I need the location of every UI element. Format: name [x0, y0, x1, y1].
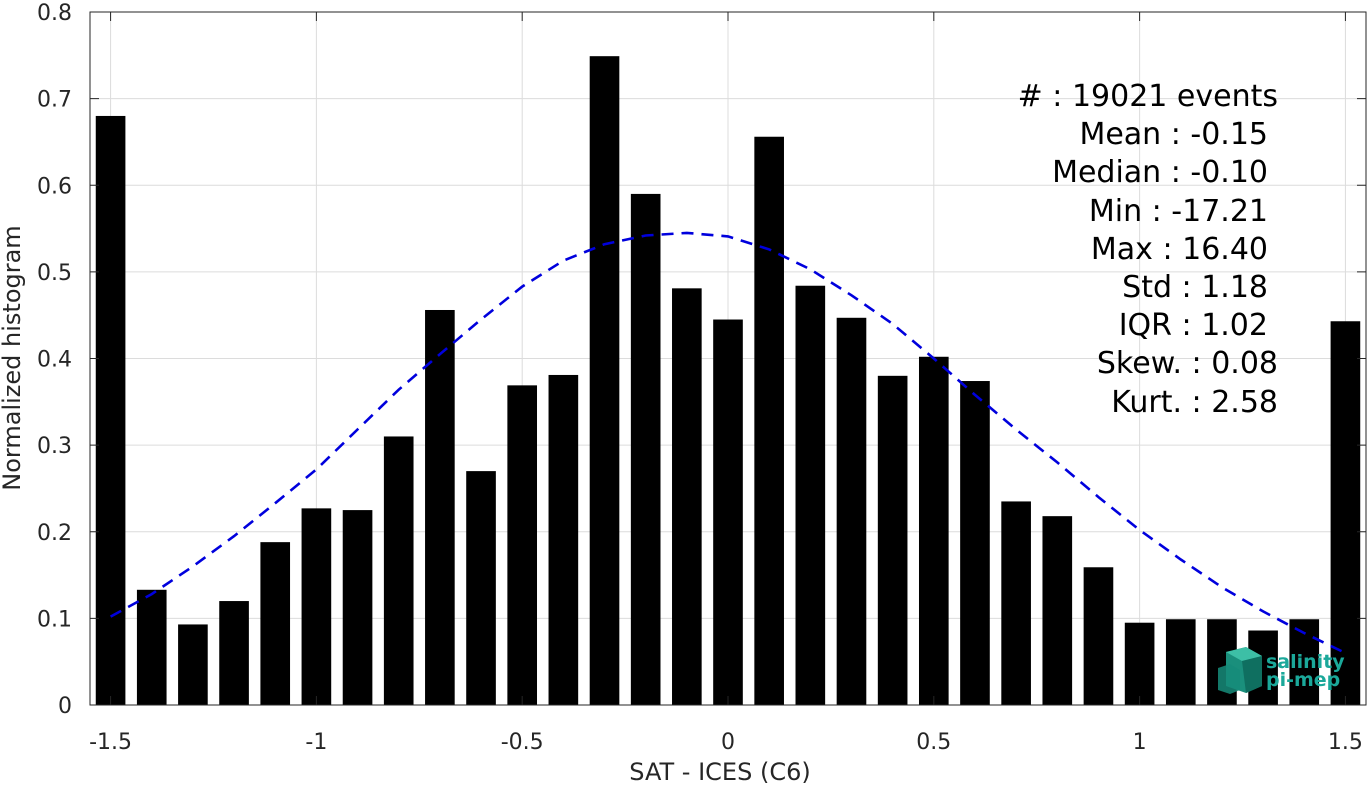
histogram-bar: [136, 589, 167, 705]
histogram-bar: [425, 309, 455, 705]
stat-std: Std : 1.18: [1122, 270, 1268, 305]
histogram-bar: [1330, 321, 1361, 705]
x-tick-label: 0: [721, 730, 735, 755]
x-tick-label: -1.5: [89, 730, 132, 755]
histogram-bar: [260, 542, 291, 705]
stat-iqr: IQR : 1.02: [1119, 308, 1268, 343]
x-tick-label: -0.5: [501, 730, 544, 755]
gaussian-fit-curve: [109, 231, 1346, 655]
x-tick-label: 1: [1133, 730, 1147, 755]
x-axis-title: SAT - ICES (C6): [629, 758, 810, 785]
y-tick-label: 0.5: [37, 261, 72, 286]
stat-min: Min : -17.21: [1089, 194, 1268, 229]
y-tick-label: 0: [58, 694, 72, 719]
x-tick-label: 1.5: [1328, 730, 1363, 755]
histogram-bar: [1165, 619, 1196, 705]
y-tick-label: 0.4: [37, 348, 72, 373]
salinity-pimep-logo: salinity pi-mep: [1218, 647, 1345, 694]
histogram-bar: [219, 601, 249, 705]
histogram-bar: [95, 115, 126, 705]
x-tick-labels: -1.5 -1 -0.5 0 0.5 1 1.5: [89, 730, 1363, 755]
x-tick-label: 0.5: [916, 730, 951, 755]
histogram-bar: [960, 381, 990, 705]
logo-text-pimep: pi-mep: [1266, 669, 1340, 691]
histogram-bar: [548, 374, 579, 705]
histogram-bar: [466, 471, 496, 705]
histogram-bars: [95, 56, 1361, 706]
y-tick-label: 0.2: [37, 521, 72, 546]
histogram-bar: [877, 375, 908, 705]
stat-median: Median : -0.10: [1052, 155, 1268, 190]
histogram-bar: [383, 436, 414, 705]
histogram-bar: [342, 510, 373, 705]
histogram-bar: [795, 285, 826, 705]
y-tick-label: 0.1: [37, 607, 72, 632]
histogram-bar: [507, 385, 538, 705]
histogram-bar: [1001, 501, 1031, 705]
histogram-bar: [754, 136, 784, 706]
y-axis-title: Normalized histogram: [0, 225, 26, 490]
histogram-bar: [301, 508, 332, 705]
stat-count: # : 19021 events: [1018, 79, 1278, 114]
histogram-bar: [713, 319, 743, 705]
y-tick-label: 0.7: [37, 88, 72, 113]
logo-cube-icon: [1218, 647, 1262, 694]
logo-text-salinity: salinity: [1266, 651, 1345, 673]
tick-marks: [90, 11, 1366, 706]
x-tick-label: -1: [305, 730, 327, 755]
histogram-bar: [918, 356, 949, 705]
stat-kurt: Kurt. : 2.58: [1111, 385, 1278, 420]
histogram-bar: [1124, 622, 1155, 705]
statistics-box: # : 19021 events Mean : -0.15 Median : -…: [1018, 79, 1278, 420]
histogram-bar: [178, 624, 208, 705]
histogram-bar: [589, 56, 620, 705]
stat-mean: Mean : -0.15: [1079, 117, 1268, 152]
y-tick-label: 0.6: [37, 174, 72, 199]
histogram-bar: [630, 193, 661, 705]
y-tick-label: 0.3: [37, 434, 72, 459]
histogram-bar: [1042, 516, 1073, 705]
histogram-bar: [836, 317, 867, 705]
histogram-bar: [1083, 567, 1114, 705]
y-tick-labels: 0 0.1 0.2 0.3 0.4 0.5 0.6 0.7 0.8: [37, 1, 72, 719]
y-tick-label: 0.8: [37, 1, 72, 26]
histogram-bar: [672, 288, 702, 705]
stat-max: Max : 16.40: [1091, 232, 1268, 267]
stat-skew: Skew. : 0.08: [1097, 346, 1278, 381]
